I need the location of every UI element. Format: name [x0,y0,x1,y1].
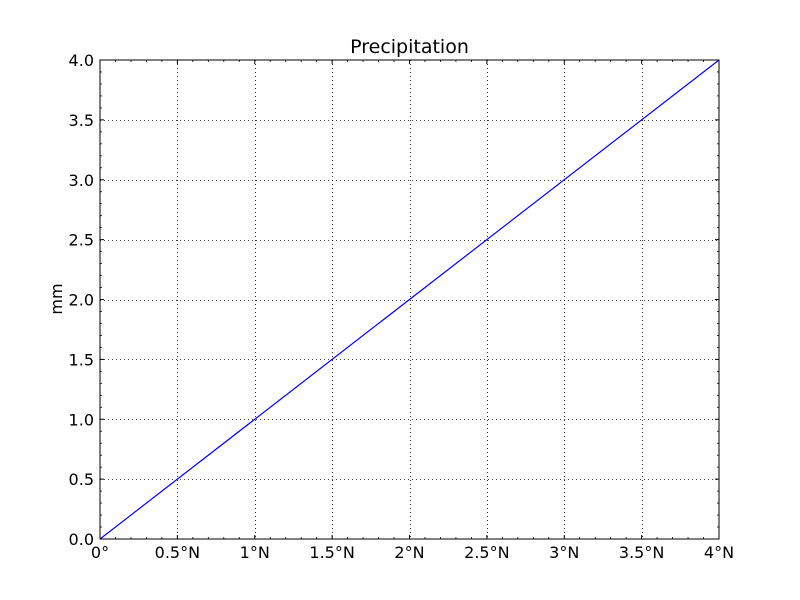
major-ticks [99,59,720,540]
y-tick-label: 3.0 [69,171,94,190]
x-tick-label: 3.5°N [619,543,664,562]
x-tick-label: 2°N [394,543,424,562]
series-group [99,59,720,540]
y-tick-label: 3.5 [69,111,94,130]
y-tick-label: 2.0 [69,291,94,310]
y-axis-label: mm [47,283,66,314]
x-tick-label: 0° [91,543,109,562]
plot-frame [99,59,720,540]
y-tick-label: 0.0 [69,530,94,549]
chart-title: Precipitation [350,36,469,58]
x-tick-labels: 0° 0.5°N 1°N 1.5°N 2°N 2.5°N 3°N 3.5°N 4°N [91,543,734,562]
x-tick-label: 4°N [704,543,734,562]
x-tick-label: 1°N [240,543,270,562]
y-tick-label: 2.5 [69,231,94,250]
x-tick-label: 0.5°N [155,543,200,562]
x-tick-label: 2.5°N [464,543,509,562]
x-tick-label: 1.5°N [309,543,354,562]
x-tick-label: 3°N [549,543,579,562]
series-line [99,59,720,540]
y-tick-label: 4.0 [69,51,94,70]
y-tick-label: 1.5 [69,350,94,369]
y-tick-label: 1.0 [69,410,94,429]
y-tick-label: 0.5 [69,470,94,489]
y-tick-labels: 0.0 0.5 1.0 1.5 2.0 2.5 3.0 3.5 4.0 [69,51,94,549]
